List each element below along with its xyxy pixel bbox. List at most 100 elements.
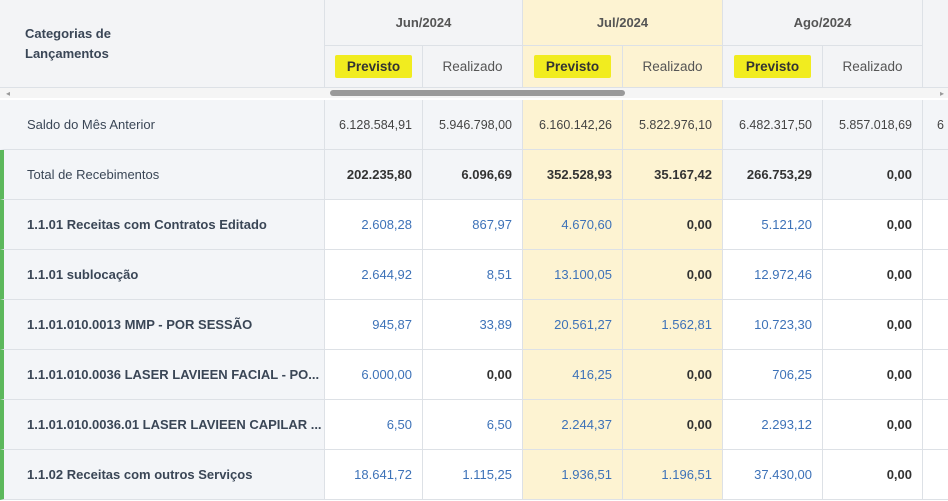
row-label: 1.1.01.010.0013 MMP - POR SESSÃO (27, 317, 253, 332)
value: 33,89 (479, 317, 512, 332)
value-cell: 0,00 (423, 350, 523, 400)
value-cell (923, 250, 948, 300)
value-cell: 0,00 (823, 200, 923, 250)
value-cell: 13.100,05 (523, 250, 623, 300)
value: 6.096,69 (461, 167, 512, 182)
row-label-cell: 1.1.02 Receitas com outros Serviços (0, 450, 325, 500)
value: 6.482.317,50 (739, 117, 812, 132)
value-cell: 1.115,25 (423, 450, 523, 500)
value-cell: 0,00 (623, 400, 723, 450)
value-cell: 12.972,46 (723, 250, 823, 300)
value-cell: 2.293,12 (723, 400, 823, 450)
row-label: 1.1.01.010.0036.01 LASER LAVIEEN CAPILAR… (27, 417, 322, 432)
row-label: 1.1.01 Receitas com Contratos Editado (27, 217, 267, 232)
value-cell: 35.167,42 (623, 150, 723, 200)
value: 37.430,00 (754, 467, 812, 482)
value: 867,97 (472, 217, 512, 232)
value-cell: 0,00 (623, 200, 723, 250)
value: 12.972,46 (754, 267, 812, 282)
sub-header-label: Realizado (842, 59, 903, 74)
value-cell (923, 150, 948, 200)
value-cell: 37.430,00 (723, 450, 823, 500)
value: 0,00 (886, 367, 912, 382)
value-cell: 33,89 (423, 300, 523, 350)
sub-header-label: Realizado (442, 59, 503, 74)
sub-header: Previsto (723, 46, 823, 88)
month-label: Jul/2024 (596, 15, 649, 30)
value-cell (923, 450, 948, 500)
value: 266.753,29 (746, 167, 812, 182)
scroll-left[interactable]: ◂ (6, 89, 11, 98)
corner-label: Categorias de Lançamentos (25, 25, 111, 61)
value-cell: 0,00 (623, 350, 723, 400)
value-cell: 6,50 (423, 400, 523, 450)
value-cell: 867,97 (423, 200, 523, 250)
value-cell: 0,00 (823, 450, 923, 500)
value: 0,00 (886, 217, 912, 232)
value: 0,00 (886, 267, 912, 282)
row-label: Total de Recebimentos (27, 167, 160, 182)
value: 6,50 (386, 417, 412, 432)
row-label: 1.1.01 sublocação (27, 267, 139, 282)
value: 0,00 (686, 267, 712, 282)
value: 18.641,72 (354, 467, 412, 482)
value-cell: 5.121,20 (723, 200, 823, 250)
value: 1.115,25 (462, 467, 512, 482)
row-label-cell: 1.1.01.010.0036.01 LASER LAVIEEN CAPILAR… (0, 400, 325, 450)
value: 20.561,27 (554, 317, 612, 332)
month-header (923, 0, 948, 88)
sub-header: Previsto (325, 46, 423, 88)
value-cell: 0,00 (823, 150, 923, 200)
value: 6 (937, 117, 944, 132)
row-label: Saldo do Mês Anterior (27, 117, 155, 132)
value-cell: 6.000,00 (325, 350, 423, 400)
scrollbar[interactable]: ◂ ▸ (0, 88, 948, 98)
sub-header: Previsto (523, 46, 623, 88)
scroll-right[interactable]: ▸ (939, 89, 944, 98)
value: 6.160.142,26 (539, 117, 612, 132)
value: 10.723,30 (754, 317, 812, 332)
value: 2.608,28 (361, 217, 412, 232)
value-cell: 352.528,93 (523, 150, 623, 200)
value-cell: 6.128.584,91 (325, 100, 423, 150)
value: 0,00 (886, 417, 912, 432)
scroll-thumb[interactable] (330, 90, 625, 96)
value-cell: 0,00 (623, 250, 723, 300)
value: 0,00 (486, 367, 512, 382)
value-cell (923, 400, 948, 450)
value: 0,00 (686, 367, 712, 382)
value: 2.293,12 (761, 417, 812, 432)
value: 0,00 (886, 167, 912, 182)
value-cell: 266.753,29 (723, 150, 823, 200)
value-cell: 18.641,72 (325, 450, 423, 500)
value: 202.235,80 (346, 167, 412, 182)
value: 13.100,05 (554, 267, 612, 282)
value-cell: 1.196,51 (623, 450, 723, 500)
row-label-cell: 1.1.01.010.0036 LASER LAVIEEN FACIAL - P… (0, 350, 325, 400)
value-cell: 0,00 (823, 400, 923, 450)
sub-header-label: Realizado (642, 59, 703, 74)
value: 1.936,51 (561, 467, 612, 482)
sub-header: Realizado (423, 46, 523, 88)
value: 416,25 (572, 367, 612, 382)
value-cell: 0,00 (823, 350, 923, 400)
value-cell: 202.235,80 (325, 150, 423, 200)
row-label: 1.1.02 Receitas com outros Serviços (27, 467, 253, 482)
sub-header-label: Previsto (533, 55, 612, 78)
value: 5.857.018,69 (839, 117, 912, 132)
row-label-cell: 1.1.01.010.0013 MMP - POR SESSÃO (0, 300, 325, 350)
value-cell: 416,25 (523, 350, 623, 400)
value: 4.670,60 (561, 217, 612, 232)
value: 6.000,00 (361, 367, 412, 382)
month-header: Jul/2024 (523, 0, 723, 46)
value: 1.196,51 (661, 467, 712, 482)
value: 5.946.798,00 (439, 117, 512, 132)
value-cell: 6.096,69 (423, 150, 523, 200)
value: 8,51 (486, 267, 512, 282)
value-cell: 6.160.142,26 (523, 100, 623, 150)
sub-header: Realizado (823, 46, 923, 88)
value: 6,50 (486, 417, 512, 432)
value-cell: 6 (923, 100, 948, 150)
row-label-cell: 1.1.01 sublocação (0, 250, 325, 300)
value-cell: 6.482.317,50 (723, 100, 823, 150)
